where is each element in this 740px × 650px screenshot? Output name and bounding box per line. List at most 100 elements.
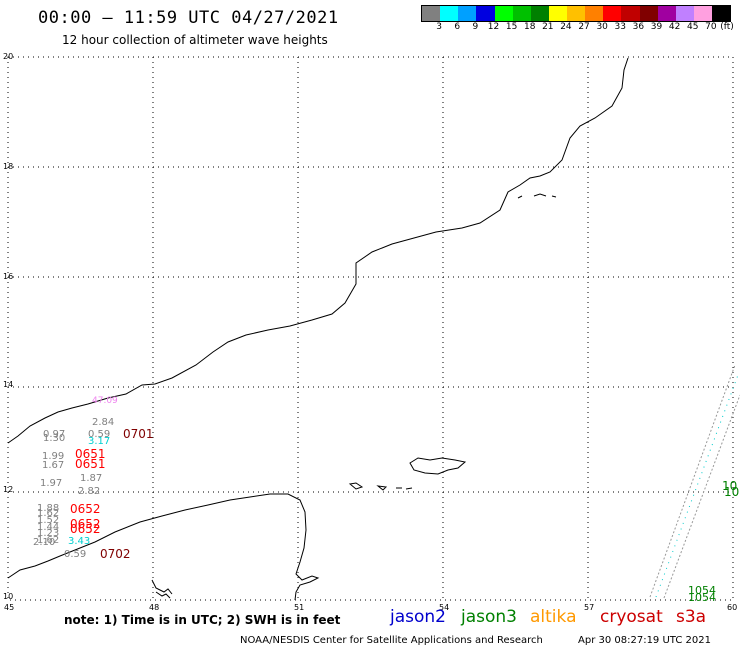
- legend-bin-label: 21: [542, 22, 554, 32]
- wave-height-label: 2.82: [78, 486, 100, 497]
- legend-bin-label: 30: [596, 22, 608, 32]
- legend-bin-label: 15: [505, 22, 518, 32]
- latitude-tick: 12: [3, 485, 14, 494]
- small-islands-north: [517, 193, 557, 199]
- generation-timestamp: Apr 30 08:27:19 UTC 2021: [578, 635, 711, 646]
- legend-swatch: [476, 6, 495, 21]
- legend-bin-label: 9: [472, 22, 479, 32]
- legend-swatch: [530, 6, 549, 21]
- legend-bin-label: 3: [436, 22, 442, 32]
- arabian-coastline: [7, 57, 629, 444]
- legend-bin-label: 27: [578, 22, 590, 32]
- wave-height-label: 1.87: [80, 473, 102, 484]
- latitude-tick: 20: [3, 52, 14, 61]
- wave-height-label: 0651: [75, 447, 106, 461]
- wave-height-label: 0.59: [88, 429, 110, 440]
- legend-swatch: [548, 6, 567, 21]
- legend-swatch: [675, 6, 694, 21]
- satellite-altika: altika: [530, 607, 577, 627]
- wave-height-label: 1054: [688, 591, 716, 604]
- legend-bin-label: 42: [668, 22, 681, 32]
- wave-height-label: 1.62: [37, 535, 59, 546]
- latitude-tick: 14: [3, 380, 14, 389]
- legend-swatch: [422, 6, 441, 21]
- wave-height-label: 0651: [75, 457, 106, 471]
- wave-height-label: 1.88: [37, 503, 59, 514]
- small-islands-south: [348, 482, 413, 491]
- wave-height-label: 1.44: [37, 522, 59, 533]
- wave-height-label: 47.09: [92, 396, 118, 406]
- legend-swatch: [494, 6, 513, 21]
- credit-line: NOAA/NESDIS Center for Satellite Applica…: [240, 635, 543, 646]
- legend-swatch: [639, 6, 658, 21]
- map-frame: [7, 56, 734, 601]
- wave-height-label: 1.62: [37, 508, 59, 519]
- longitude-tick: 60: [727, 603, 738, 612]
- wave-height-label: 10: [724, 485, 739, 499]
- legend-swatch: [567, 6, 586, 21]
- wave-height-label: 1.99: [42, 451, 64, 462]
- latitude-tick: 18: [3, 162, 14, 171]
- satellite-cryosat: cryosat: [600, 607, 663, 627]
- wave-height-label: 3.43: [68, 536, 90, 547]
- latitude-tick: 16: [3, 272, 14, 281]
- legend-swatch: [693, 6, 712, 21]
- longitude-tick: 51: [294, 603, 305, 612]
- legend-bin-label: 12: [487, 22, 500, 32]
- legend-bin-label: 70: [705, 22, 717, 32]
- wave-height-label: 1.97: [40, 478, 62, 489]
- legend-bin-label: 36: [632, 22, 645, 32]
- legend-bin-label: 33: [614, 22, 627, 32]
- observation-labels: 47.092.840.971.30 0.593.1707011.991.67065…: [33, 396, 739, 604]
- wave-height-label: 0652: [70, 517, 101, 531]
- wave-height-label: 0652: [70, 502, 101, 516]
- page-title: 00:00 – 11:59 UTC 04/27/2021: [38, 8, 339, 28]
- wave-height-label: 1054: [688, 584, 716, 597]
- legend-bin-label: 18: [523, 22, 536, 32]
- wave-height-label: 0652: [70, 522, 101, 536]
- satellite-s3a: s3a: [676, 607, 707, 627]
- legend-unit-label: (ft): [720, 22, 734, 32]
- cape-guardafui-detail: [151, 579, 173, 599]
- legend-bin-label: 39: [650, 22, 663, 32]
- coastline: [7, 57, 629, 601]
- legend-swatch: [512, 6, 531, 21]
- legend-swatch: [585, 6, 604, 21]
- page-subtitle: 12 hour collection of altimeter wave hei…: [62, 33, 328, 47]
- legend-bin-label: 24: [560, 22, 572, 32]
- longitude-tick: 48: [149, 603, 160, 612]
- units-note: note: 1) Time is in UTC; 2) SWH is in fe…: [64, 613, 341, 627]
- legend-bin-label: 6: [454, 22, 461, 32]
- legend-swatch: [440, 6, 459, 21]
- wave-height-label: 0.59: [64, 549, 86, 560]
- longitude-tick: 45: [4, 603, 15, 612]
- wave-height-label: 1.67: [42, 460, 64, 471]
- legend-swatch: [657, 6, 676, 21]
- longitude-tick: 54: [439, 603, 450, 612]
- wave-height-legend-labels: 3 6 9 12 15 18 21 24 27 30 33 36 39 42 45 70 (ft): [421, 22, 740, 34]
- altimeter-ground-track: [649, 364, 740, 599]
- wave-height-label: 1.52: [37, 515, 59, 526]
- satellite-jason2: jason2: [390, 607, 446, 627]
- wave-height-label: 1.30: [43, 433, 65, 444]
- wave-height-label: 10: [722, 479, 737, 493]
- wave-height-label: 0702: [100, 547, 131, 561]
- wave-height-label: 2.84: [92, 417, 114, 428]
- wave-height-label: 3.17: [88, 436, 110, 447]
- legend-swatch: [458, 6, 477, 21]
- wave-height-label: 2.10: [33, 537, 55, 548]
- legend-swatch: [712, 6, 731, 21]
- african-horn-coastline: [7, 493, 320, 601]
- wave-height-label: 0.97: [43, 429, 65, 440]
- legend-bin-label: 45: [687, 22, 699, 32]
- latitude-tick: 10: [3, 592, 14, 601]
- legend-swatch: [603, 6, 622, 21]
- legend-swatch: [621, 6, 640, 21]
- wave-height-label: 1.23: [37, 528, 59, 539]
- wave-height-color-legend: [421, 5, 731, 22]
- wave-height-label: 0701: [123, 427, 154, 441]
- lat-lon-grid: [8, 57, 733, 600]
- satellite-jason3: jason3: [461, 607, 517, 627]
- socotra-island: [409, 457, 467, 475]
